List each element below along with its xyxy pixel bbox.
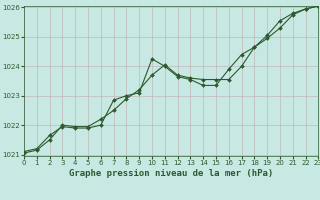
X-axis label: Graphe pression niveau de la mer (hPa): Graphe pression niveau de la mer (hPa) [69,169,273,178]
